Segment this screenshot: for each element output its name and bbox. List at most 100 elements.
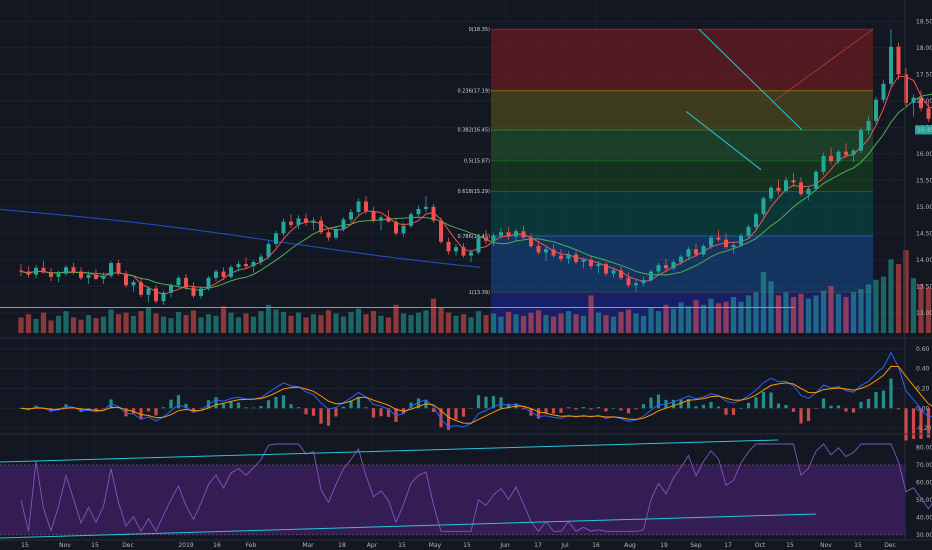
price-tick-label: 17.50 bbox=[916, 71, 932, 78]
time-tick-label: Sep bbox=[690, 542, 702, 549]
candle-body bbox=[191, 287, 196, 296]
volume-bar bbox=[535, 310, 542, 333]
macd-histogram-bar bbox=[904, 408, 908, 441]
volume-bar bbox=[843, 296, 849, 333]
macd-histogram-bar bbox=[596, 407, 601, 409]
candle-body bbox=[926, 108, 931, 119]
volume-bar bbox=[18, 317, 24, 333]
candle-body bbox=[86, 274, 91, 278]
candle-body bbox=[281, 221, 286, 234]
candle-body bbox=[536, 246, 541, 253]
macd-histogram-bar bbox=[341, 406, 346, 409]
fib-level-label: 0.786(14.45) bbox=[457, 234, 490, 240]
candle-body bbox=[881, 83, 886, 100]
price-tick-label: 15.00 bbox=[916, 204, 932, 211]
candle-body bbox=[574, 254, 578, 262]
candle-body bbox=[476, 237, 481, 253]
candle-body bbox=[814, 171, 818, 189]
candle-body bbox=[334, 229, 338, 238]
volume-bar bbox=[115, 314, 122, 333]
macd-histogram-bar bbox=[626, 408, 631, 414]
candle-body bbox=[266, 243, 271, 257]
macd-histogram-bar bbox=[589, 408, 593, 410]
price-tick-label: 16.00 bbox=[916, 151, 932, 158]
candle-body bbox=[221, 271, 226, 277]
volume-bar bbox=[130, 315, 137, 333]
time-tick-label: Nov bbox=[820, 542, 832, 549]
volume-bar bbox=[760, 271, 767, 333]
candle-body bbox=[139, 282, 143, 295]
candle-body bbox=[146, 288, 151, 295]
macd-histogram-bar bbox=[611, 408, 616, 409]
volume-bar bbox=[318, 314, 324, 333]
macd-histogram-bar bbox=[821, 398, 826, 409]
candle-body bbox=[304, 218, 308, 223]
candle-body bbox=[611, 270, 616, 274]
candle-body bbox=[469, 252, 473, 256]
macd-histogram-bar bbox=[769, 392, 773, 409]
macd-histogram-bar bbox=[431, 408, 436, 413]
volume-bar bbox=[273, 309, 279, 333]
macd-histogram-bar bbox=[806, 408, 811, 422]
candle-body bbox=[701, 246, 706, 255]
macd-histogram-bar bbox=[379, 408, 383, 417]
macd-histogram-bar bbox=[139, 408, 143, 419]
volume-bar bbox=[445, 312, 452, 333]
macd-histogram-bar bbox=[446, 408, 451, 430]
candle-body bbox=[371, 211, 376, 221]
candle-body bbox=[229, 267, 233, 277]
volume-bar bbox=[160, 316, 167, 333]
volume-bar bbox=[588, 295, 594, 333]
candle-body bbox=[551, 249, 556, 256]
candle-body bbox=[911, 97, 916, 103]
rsi-panel: 80.00 70.00 60.00 50.00 40.00 30.00 bbox=[0, 433, 932, 539]
volume-bar bbox=[70, 317, 77, 333]
volume-bar bbox=[790, 296, 797, 333]
rsi-lower-trendline bbox=[0, 513, 817, 539]
volume-histogram bbox=[18, 250, 932, 333]
macd-histogram-bar bbox=[469, 408, 473, 409]
volume-bar bbox=[805, 298, 812, 333]
macd-histogram-bar bbox=[694, 406, 698, 409]
price-tick-label: 13.50 bbox=[916, 283, 932, 290]
macd-histogram-bar bbox=[739, 408, 743, 409]
candle-body bbox=[379, 217, 383, 221]
candle-body bbox=[544, 249, 548, 253]
candle-body bbox=[26, 271, 31, 275]
macd-histogram-bar bbox=[101, 408, 106, 409]
time-tick-label: 16 bbox=[592, 542, 600, 549]
candle-body bbox=[424, 206, 428, 209]
macd-histogram-bar bbox=[686, 398, 691, 409]
macd-histogram-bar bbox=[709, 401, 713, 409]
price-axis: 18.5018.0017.5017.0016.5016.0015.5015.00… bbox=[904, 0, 932, 540]
fib-level-label: 0(18.35) bbox=[469, 27, 490, 33]
volume-bar bbox=[400, 313, 407, 333]
macd-histogram-bar bbox=[229, 401, 233, 409]
candle-body bbox=[776, 187, 781, 191]
candle-body bbox=[244, 264, 248, 267]
candle-body bbox=[154, 288, 158, 302]
macd-histogram-bar bbox=[679, 399, 683, 409]
fib-zone bbox=[491, 29, 873, 91]
macd-histogram-bar bbox=[814, 408, 818, 409]
volume-bar bbox=[310, 314, 317, 333]
trendline-drawings[interactable] bbox=[0, 28, 874, 309]
candle-body bbox=[619, 270, 623, 278]
macd-histogram-bar bbox=[491, 396, 496, 409]
rsi-tick-label: 70.00 bbox=[916, 462, 932, 469]
candle-body bbox=[289, 221, 293, 225]
volume-bar bbox=[138, 311, 144, 333]
macd-histogram-bar bbox=[304, 408, 308, 415]
rsi-tick-label: 30.00 bbox=[916, 532, 932, 539]
volume-bar bbox=[108, 309, 114, 333]
volume-bar bbox=[145, 307, 152, 333]
candle-body bbox=[829, 155, 833, 162]
volume-bar bbox=[48, 320, 54, 333]
volume-bar bbox=[25, 314, 32, 333]
volume-bar bbox=[85, 314, 92, 333]
volume-bar bbox=[745, 295, 752, 333]
macd-histogram-bar bbox=[784, 405, 788, 409]
macd-histogram-bar bbox=[326, 408, 331, 426]
last-price-tag bbox=[915, 125, 932, 135]
